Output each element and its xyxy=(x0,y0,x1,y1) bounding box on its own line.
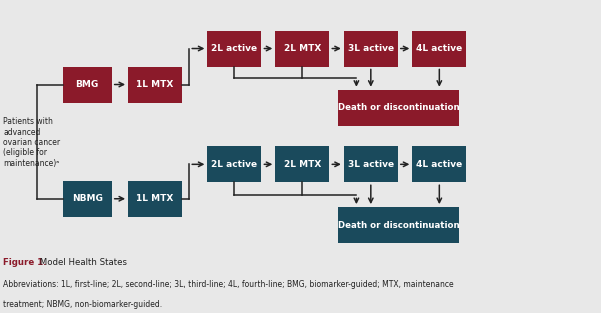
Text: Death or discontinuation: Death or discontinuation xyxy=(338,221,459,230)
Text: 1L MTX: 1L MTX xyxy=(136,194,174,203)
Text: Model Health States: Model Health States xyxy=(37,258,127,267)
FancyBboxPatch shape xyxy=(275,146,329,182)
Text: treatment; NBMG, non-biomarker-guided.: treatment; NBMG, non-biomarker-guided. xyxy=(3,300,162,310)
FancyBboxPatch shape xyxy=(128,181,182,217)
Text: 3L active: 3L active xyxy=(348,160,394,169)
Text: 2L MTX: 2L MTX xyxy=(284,160,321,169)
FancyBboxPatch shape xyxy=(338,207,459,244)
Text: 2L MTX: 2L MTX xyxy=(284,44,321,53)
FancyBboxPatch shape xyxy=(207,31,261,67)
FancyBboxPatch shape xyxy=(275,31,329,67)
Text: NBMG: NBMG xyxy=(72,194,103,203)
Text: Abbreviations: 1L, first-line; 2L, second-line; 3L, third-line; 4L, fourth-line;: Abbreviations: 1L, first-line; 2L, secon… xyxy=(3,280,454,289)
Text: 3L active: 3L active xyxy=(348,44,394,53)
Text: 2L active: 2L active xyxy=(212,44,257,53)
FancyBboxPatch shape xyxy=(412,31,466,67)
FancyBboxPatch shape xyxy=(344,31,398,67)
FancyBboxPatch shape xyxy=(344,146,398,182)
Text: 2L active: 2L active xyxy=(212,160,257,169)
Text: 4L active: 4L active xyxy=(416,160,462,169)
FancyBboxPatch shape xyxy=(63,181,112,217)
Text: Death or discontinuation: Death or discontinuation xyxy=(338,104,459,112)
Text: 4L active: 4L active xyxy=(416,44,462,53)
Text: Patients with
advanced
ovarian cancer
(eligible for
maintenance)ᵃ: Patients with advanced ovarian cancer (e… xyxy=(3,117,60,168)
FancyBboxPatch shape xyxy=(63,67,112,103)
FancyBboxPatch shape xyxy=(338,90,459,126)
FancyBboxPatch shape xyxy=(412,146,466,182)
Text: BMG: BMG xyxy=(76,80,99,89)
FancyBboxPatch shape xyxy=(128,67,182,103)
Text: 1L MTX: 1L MTX xyxy=(136,80,174,89)
Text: Figure 1.: Figure 1. xyxy=(3,258,47,267)
FancyBboxPatch shape xyxy=(207,146,261,182)
